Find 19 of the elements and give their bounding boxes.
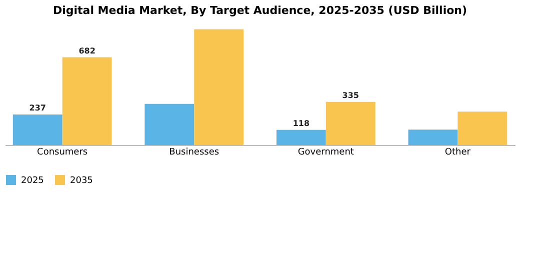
legend-label: 2035 xyxy=(70,176,93,186)
x-tick-label: Businesses xyxy=(169,148,220,158)
data-label: 118 xyxy=(292,118,310,128)
data-label: 682 xyxy=(78,46,96,56)
data-label: 237 xyxy=(29,104,46,113)
bar xyxy=(62,57,112,145)
chart-title: Digital Media Market, By Target Audience, 2025-2035 (USD Billion) xyxy=(52,4,468,17)
bar xyxy=(458,112,508,145)
x-tick-label: Other xyxy=(444,148,471,158)
bar xyxy=(12,114,62,145)
bar xyxy=(144,104,194,145)
data-label: 335 xyxy=(342,90,360,100)
x-tick-label: Government xyxy=(298,148,354,158)
bar xyxy=(326,102,376,145)
legend-label: 2025 xyxy=(21,176,44,186)
bar xyxy=(408,130,458,145)
x-tick-label: Consumers xyxy=(37,148,88,158)
bar xyxy=(194,29,244,145)
bar xyxy=(276,130,326,145)
